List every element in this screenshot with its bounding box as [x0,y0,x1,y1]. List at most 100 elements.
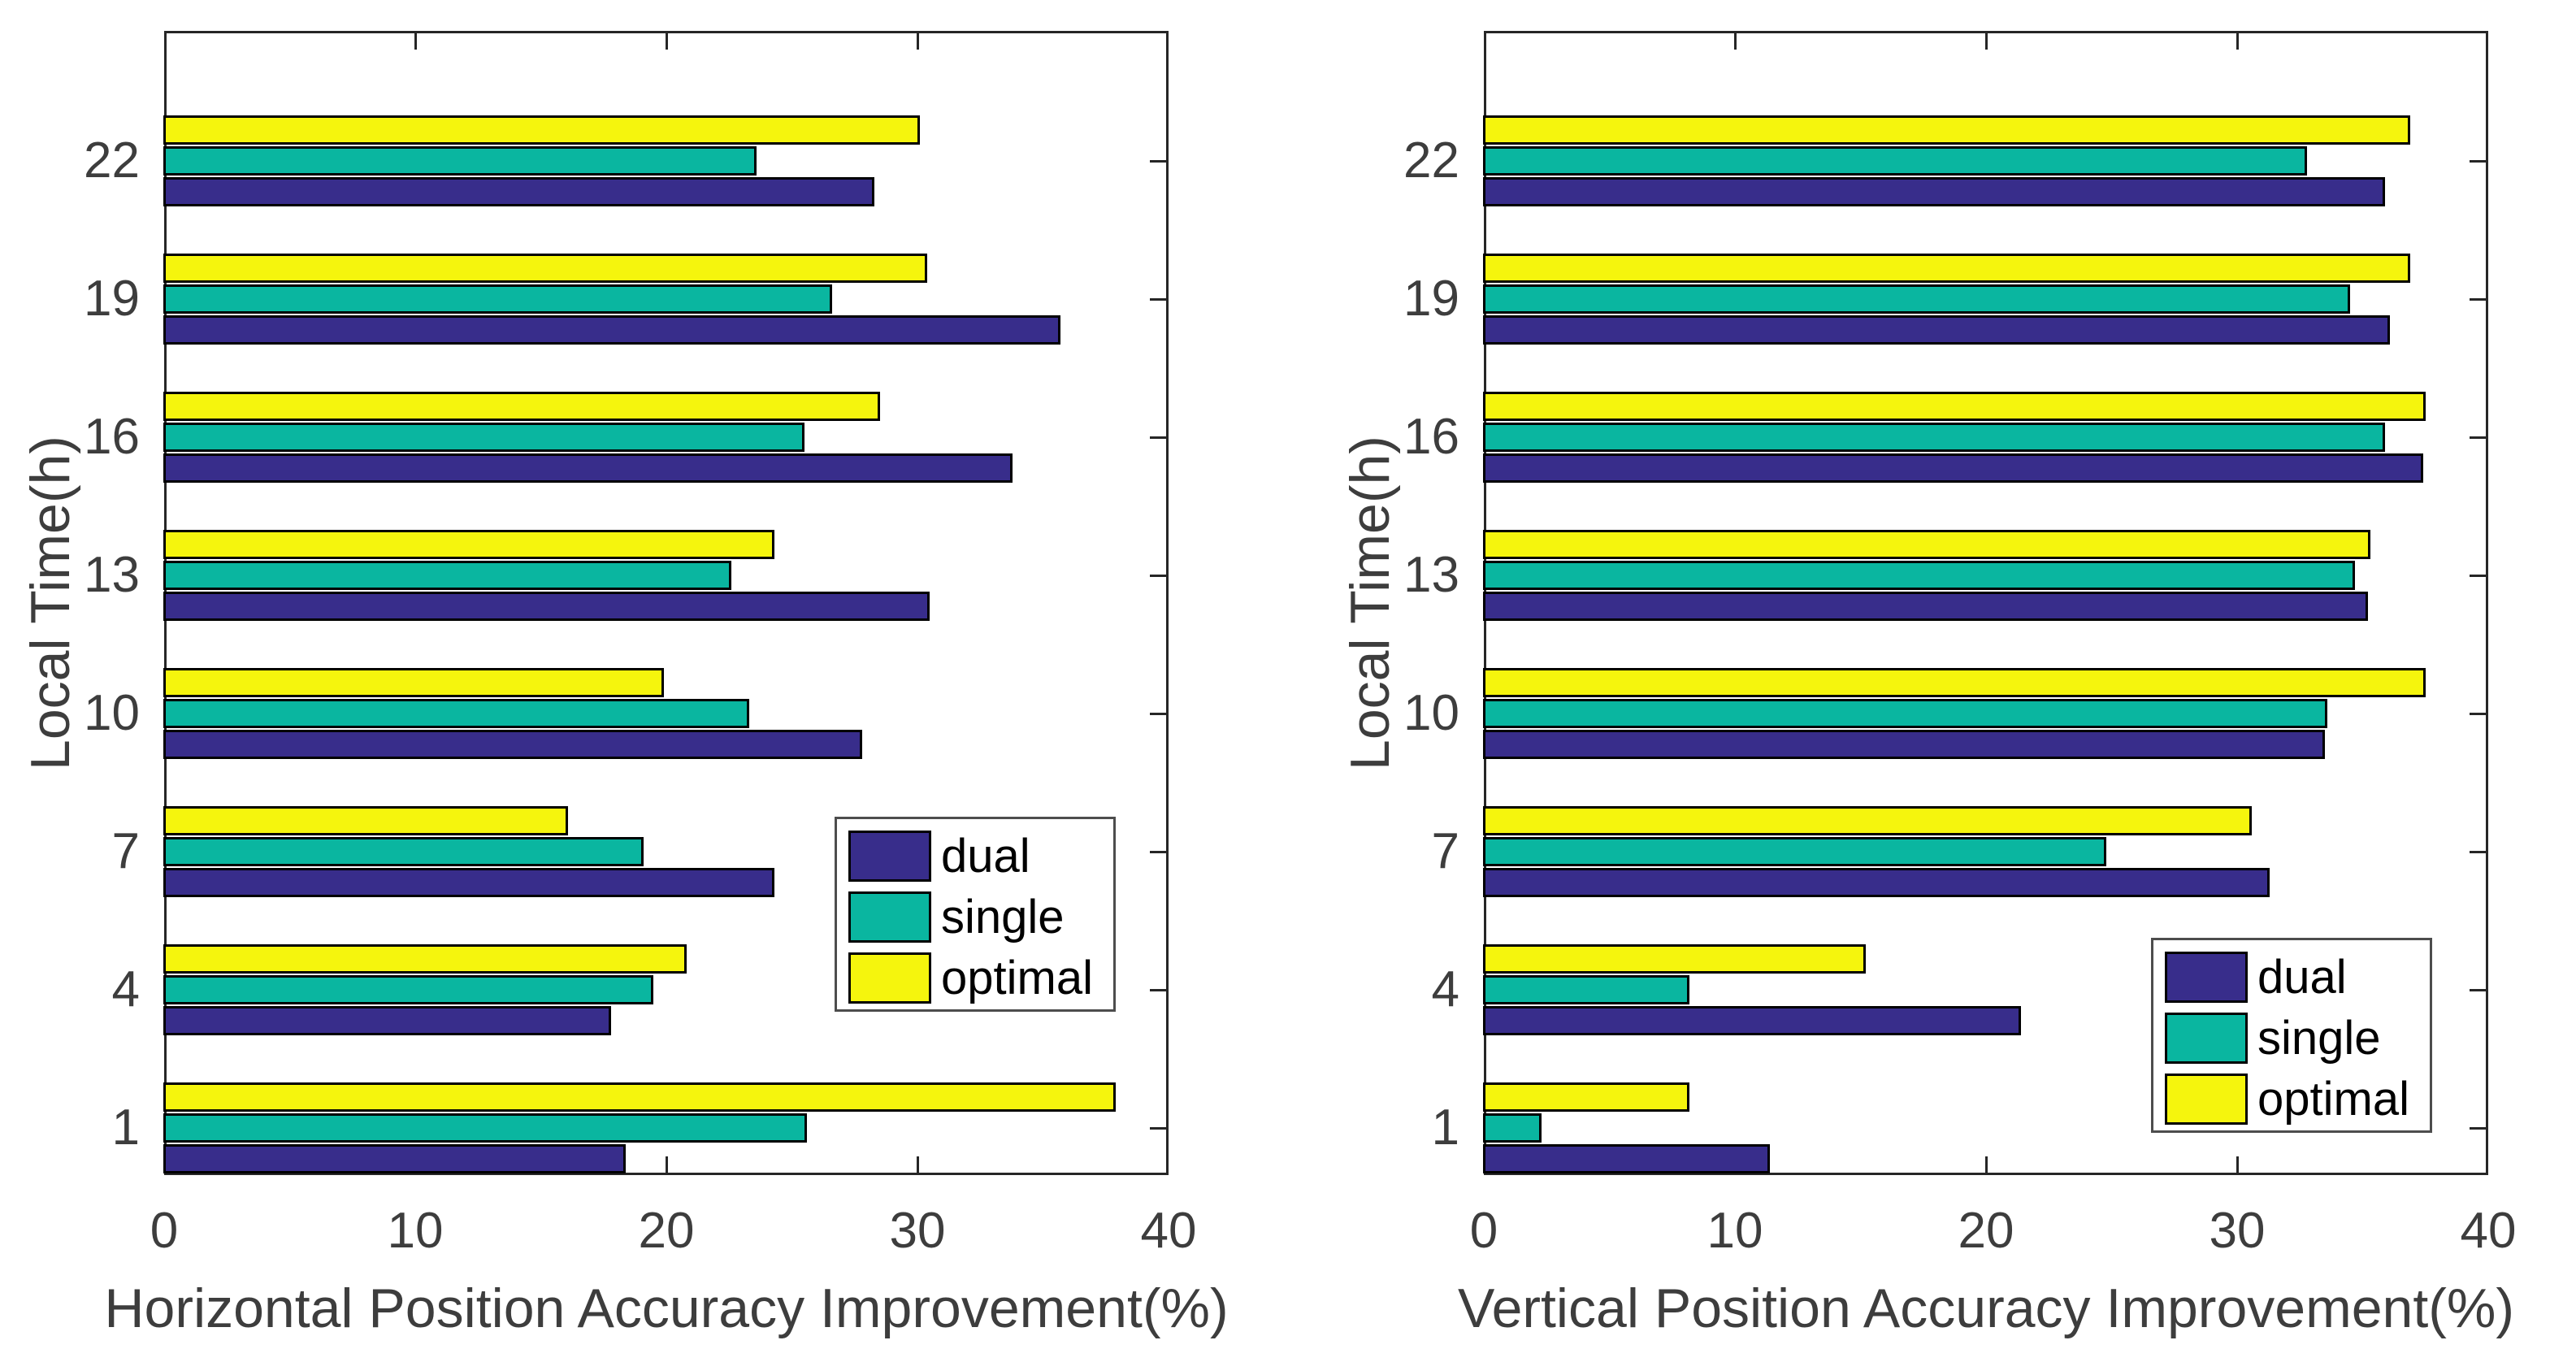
bar-dual-h16 [163,453,1013,483]
bar-dual-h22 [1483,177,2386,206]
bar-single-h7 [163,837,644,866]
bar-optimal-h4 [163,944,687,974]
x-tick-label: 40 [2460,1203,2517,1259]
bar-optimal-h19 [163,254,928,283]
x-tick-label: 30 [889,1203,946,1259]
bar-dual-h13 [1483,592,2368,621]
x-tick-label: 30 [2209,1203,2266,1259]
bar-optimal-h10 [163,668,664,697]
bar-optimal-h22 [1483,115,2411,145]
bar-dual-h10 [1483,730,2326,759]
bar-single-h4 [1483,975,1690,1004]
bar-dual-h4 [1483,1006,2022,1035]
x-axis-label: Vertical Position Accuracy Improvement(%… [1457,1277,2515,1339]
legend-swatch-single [848,891,931,943]
bar-single-h16 [1483,423,2386,452]
y-tick-label: 10 [1403,685,1459,741]
x-tick-top [1734,33,1737,50]
bar-optimal-h10 [1483,668,2426,697]
y-tick-right [2470,298,2486,301]
bar-optimal-h7 [1483,806,2253,835]
x-tick-label: 10 [387,1203,444,1259]
legend-label-dual: dual [2257,951,2347,1004]
bar-dual-h7 [1483,868,2270,897]
x-tick [666,1156,668,1173]
x-tick-label: 0 [1469,1203,1498,1259]
x-tick-top [1985,33,1988,50]
bar-optimal-h13 [1483,530,2370,559]
legend-label-single: single [941,891,1065,943]
y-tick-label: 13 [84,547,140,603]
bar-optimal-h16 [163,392,880,421]
legend-label-single: single [2257,1012,2381,1065]
bar-dual-h7 [163,868,774,897]
x-tick-top [917,33,919,50]
bar-single-h13 [1483,561,2356,590]
bar-dual-h22 [163,177,875,206]
legend-swatch-dual [848,831,931,882]
bar-dual-h4 [163,1006,611,1035]
bar-single-h19 [1483,284,2350,314]
legend-swatch-optimal [848,952,931,1004]
y-tick-right [2470,436,2486,439]
y-tick-label: 22 [84,132,140,189]
y-tick-right [1150,436,1166,439]
x-tick-top [666,33,668,50]
x-tick-top [2236,33,2239,50]
y-tick-right [1150,713,1166,715]
bar-single-h4 [163,975,654,1004]
y-tick-right [1150,298,1166,301]
y-tick-label: 19 [1403,271,1459,327]
bar-dual-h10 [163,730,862,759]
bar-single-h13 [163,561,732,590]
y-tick-label: 4 [1431,961,1459,1017]
legend: dual single optimal [2151,938,2432,1133]
y-tick-label: 16 [84,409,140,465]
y-tick-right [1150,851,1166,853]
y-tick-right [1150,160,1166,163]
bar-dual-h13 [163,592,930,621]
bar-single-h1 [163,1113,807,1143]
y-tick-label: 22 [1403,132,1459,189]
y-tick-right [2470,160,2486,163]
x-tick-label: 20 [638,1203,695,1259]
x-tick-label: 20 [1958,1203,2014,1259]
y-tick-right [2470,989,2486,991]
x-tick-label: 10 [1706,1203,1763,1259]
legend-swatch-optimal [2165,1074,2248,1125]
y-tick-label: 1 [1431,1100,1459,1156]
bar-single-h22 [1483,146,2308,176]
bar-optimal-h1 [163,1082,1117,1112]
bar-single-h22 [163,146,757,176]
y-tick-label: 7 [1431,823,1459,879]
bar-single-h10 [163,699,749,728]
bar-dual-h16 [1483,453,2423,483]
legend-swatch-dual [2165,952,2248,1003]
y-tick-label: 10 [84,685,140,741]
bar-single-h10 [1483,699,2328,728]
bar-optimal-h13 [163,530,774,559]
y-tick-right [2470,1127,2486,1130]
y-tick-right [1150,1127,1166,1130]
bar-single-h7 [1483,837,2107,866]
bar-optimal-h1 [1483,1082,1690,1112]
y-tick-label: 13 [1403,547,1459,603]
legend: dual single optimal [835,817,1116,1012]
bar-dual-h19 [1483,315,2391,345]
x-tick [1985,1156,1988,1173]
bar-optimal-h16 [1483,392,2426,421]
bar-single-h1 [1483,1113,1542,1143]
x-tick-label: 40 [1140,1203,1197,1259]
y-tick-label: 7 [111,823,140,879]
bar-optimal-h7 [163,806,569,835]
bar-optimal-h19 [1483,254,2411,283]
bar-optimal-h22 [163,115,920,145]
legend-label-optimal: optimal [941,952,1093,1004]
y-tick-right [1150,989,1166,991]
x-axis-label: Horizontal Position Accuracy Improvement… [104,1277,1229,1339]
x-tick-label: 0 [150,1203,179,1259]
y-tick-label: 19 [84,271,140,327]
y-tick-label: 1 [111,1100,140,1156]
